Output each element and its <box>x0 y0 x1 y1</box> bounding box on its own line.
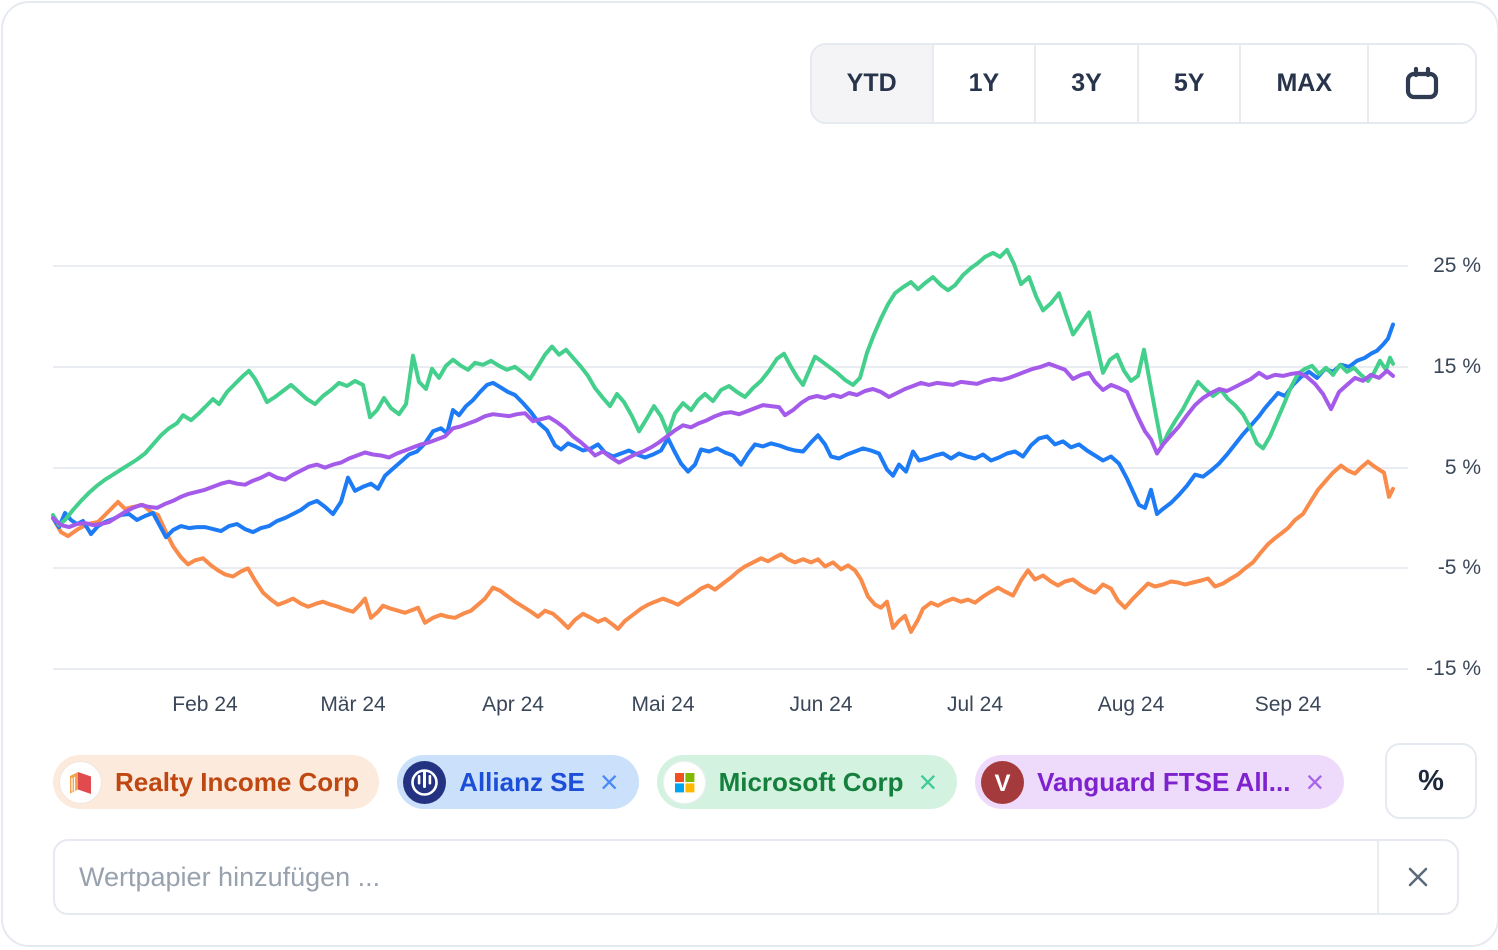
y-axis-tick-label: 5 % <box>1444 455 1481 479</box>
security-chips: Realty Income Corp Allianz SE × Microsoft C… <box>53 755 1345 809</box>
microsoft-logo-icon <box>662 760 706 804</box>
x-icon <box>1408 867 1428 887</box>
series-line-allianz-se <box>51 322 1395 540</box>
y-axis-tick-label: -5 % <box>1437 556 1481 580</box>
gridline <box>53 265 1408 267</box>
x-axis-tick-label: Jun 24 <box>789 693 853 716</box>
remove-security-icon[interactable]: × <box>918 764 938 800</box>
gridline <box>53 466 1408 469</box>
x-axis-tick-label: Mai 24 <box>631 693 695 716</box>
svg-text:V: V <box>995 770 1011 797</box>
x-axis-tick-label: Sep 24 <box>1254 693 1322 716</box>
x-axis-tick-label: Feb 24 <box>172 693 238 716</box>
series-line-realty-income-corp <box>51 459 1395 634</box>
security-chip-microsoft-corp[interactable]: Microsoft Corp × <box>656 755 958 809</box>
range-button-5y[interactable]: 5Y <box>1138 45 1242 122</box>
range-button-ytd[interactable]: YTD <box>811 45 934 122</box>
remove-security-icon[interactable]: × <box>1305 764 1325 800</box>
search-clear-button[interactable] <box>1377 841 1457 913</box>
gridline <box>53 567 1408 570</box>
chart-svg <box>51 247 1395 634</box>
allianz-logo-icon <box>403 760 447 804</box>
series-line-microsoft-corp <box>51 247 1395 528</box>
add-security-search <box>53 839 1459 915</box>
remove-security-icon[interactable]: × <box>599 764 619 800</box>
calendar-icon <box>1405 66 1439 99</box>
security-chip-vanguard-ftse-all-[interactable]: V Vanguard FTSE All... × <box>975 755 1345 809</box>
calendar-button[interactable] <box>1369 45 1475 122</box>
security-chip-label: Realty Income Corp <box>115 766 360 797</box>
security-chip-label: Vanguard FTSE All... <box>1037 766 1291 797</box>
security-chip-label: Allianz SE <box>459 766 585 797</box>
percent-unit-label: % <box>1418 764 1444 797</box>
y-axis-tick-label: -15 % <box>1426 657 1481 681</box>
search-input[interactable] <box>55 841 1377 913</box>
security-chip-label: Microsoft Corp <box>718 766 904 797</box>
realty-income-logo-icon <box>59 760 102 804</box>
chart-plot[interactable] <box>51 233 1395 673</box>
y-axis-tick-label: 25 % <box>1433 254 1481 277</box>
security-chip-realty-income-corp[interactable]: Realty Income Corp <box>53 755 380 809</box>
y-axis-tick-label: 15 % <box>1433 354 1481 378</box>
series-line-vanguard-ftse-all-world <box>51 361 1395 530</box>
vanguard-logo-icon: V <box>981 760 1025 804</box>
time-range-selector: YTD 1Y 3Y 5Y MAX <box>809 43 1477 124</box>
security-chip-allianz-se[interactable]: Allianz SE × <box>397 755 639 809</box>
x-axis-tick-label: Mär 24 <box>320 693 386 716</box>
range-button-1y[interactable]: 1Y <box>933 45 1037 122</box>
range-button-3y[interactable]: 3Y <box>1036 45 1139 122</box>
gridline <box>53 365 1408 368</box>
x-axis-tick-label: Jul 24 <box>946 693 1004 716</box>
range-button-max[interactable]: MAX <box>1241 45 1369 122</box>
gridline <box>53 668 1408 671</box>
x-axis-tick-label: Apr 24 <box>482 693 544 716</box>
percent-unit-button[interactable]: % <box>1385 743 1477 819</box>
x-axis-tick-label: Aug 24 <box>1097 693 1165 716</box>
